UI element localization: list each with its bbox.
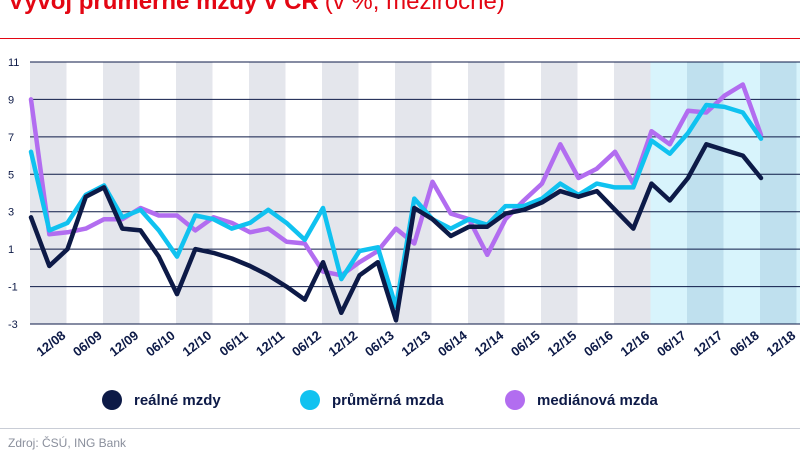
x-tick-label: 12/11 <box>253 328 287 359</box>
x-tick-label: 12/13 <box>398 328 433 360</box>
legend-label-average-wage: průměrná mzda <box>332 392 444 409</box>
legend-item-real-wages: reálné mzdy <box>102 390 221 410</box>
background-band <box>468 62 505 324</box>
x-tick-label: 06/13 <box>362 328 397 360</box>
x-tick-label: 06/12 <box>289 328 324 360</box>
chart-legend: reálné mzdy průměrná mzda mediánová mzda <box>0 390 800 414</box>
background-band <box>213 62 250 324</box>
legend-marker-median-wage <box>505 390 525 410</box>
x-tick-label: 12/08 <box>33 328 68 360</box>
source-note: Zdroj: ČSÚ, ING Bank <box>8 436 126 450</box>
legend-label-median-wage: mediánová mzda <box>537 392 658 409</box>
legend-marker-real-wages <box>102 390 122 410</box>
background-band <box>30 62 67 324</box>
x-tick-label: 12/09 <box>106 328 141 360</box>
x-tick-label: 06/11 <box>217 328 251 359</box>
x-tick-label: 06/17 <box>654 328 689 360</box>
background-band <box>614 62 651 324</box>
x-tick-label: 06/18 <box>727 328 762 360</box>
x-tick-label: 12/14 <box>471 327 506 359</box>
x-tick-label: 12/12 <box>325 328 360 360</box>
legend-item-median-wage: mediánová mzda <box>505 390 658 410</box>
x-tick-label: 06/10 <box>143 328 178 360</box>
background-band <box>797 62 800 324</box>
y-tick-label: -1 <box>8 282 18 294</box>
legend-item-average-wage: průměrná mzda <box>300 390 444 410</box>
x-tick-label: 06/09 <box>70 328 105 360</box>
y-tick-label: -3 <box>8 319 18 331</box>
x-tick-label: 12/18 <box>763 328 798 360</box>
x-tick-label: 12/17 <box>690 328 725 360</box>
y-tick-label: 1 <box>8 244 14 256</box>
x-tick-label: 12/16 <box>617 328 652 360</box>
x-tick-label: 12/10 <box>179 328 214 360</box>
x-tick-label: 06/15 <box>508 328 543 360</box>
legend-marker-average-wage <box>300 390 320 410</box>
source-rule <box>0 428 800 429</box>
x-tick-label: 12/15 <box>544 328 579 360</box>
background-band <box>505 62 542 324</box>
background-band <box>760 62 797 324</box>
background-band <box>724 62 761 324</box>
y-tick-label: 3 <box>8 207 14 219</box>
y-tick-label: 9 <box>8 94 14 106</box>
x-tick-label: 06/16 <box>581 328 616 360</box>
y-tick-label: 11 <box>8 57 19 69</box>
x-tick-label: 06/14 <box>435 327 470 359</box>
background-band <box>651 62 688 324</box>
y-tick-label: 5 <box>8 169 14 181</box>
legend-label-real-wages: reálné mzdy <box>134 392 221 409</box>
background-band <box>286 62 323 324</box>
y-tick-label: 7 <box>8 132 14 144</box>
